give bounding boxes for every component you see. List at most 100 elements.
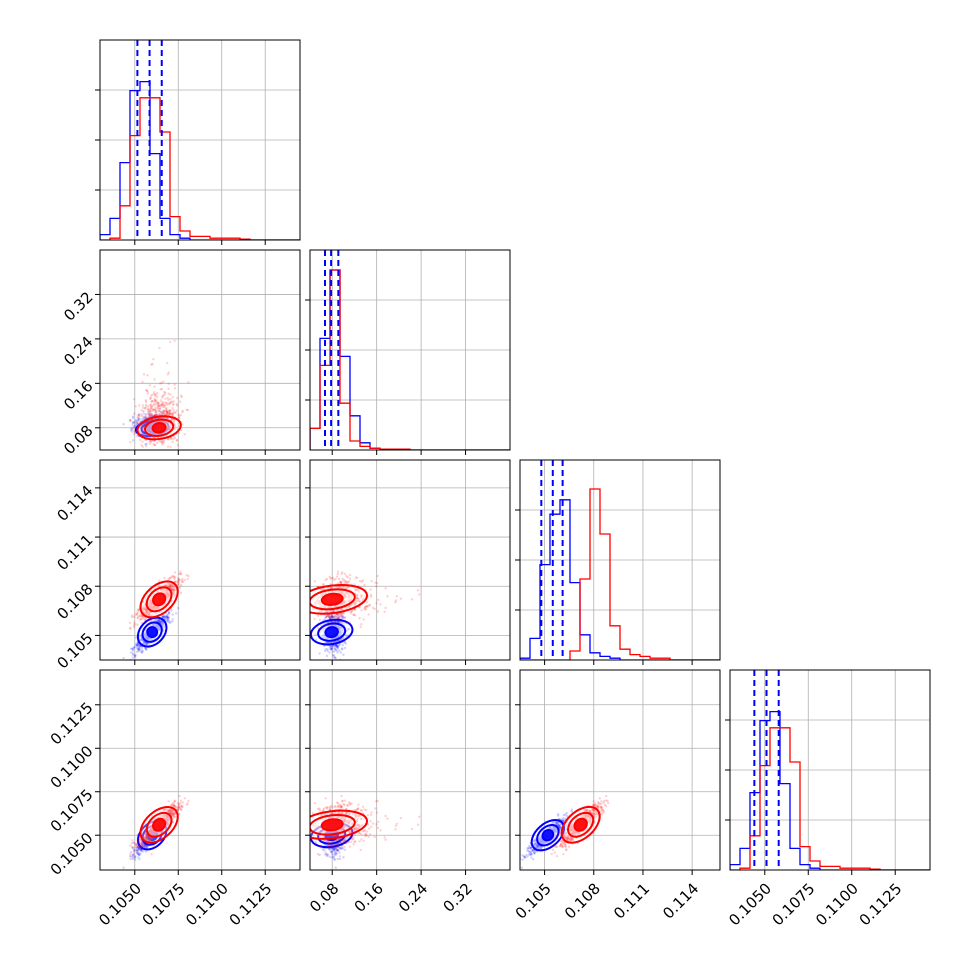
red-sample-point (167, 382, 170, 386)
blue-sample-point (154, 618, 157, 622)
blue-sample-point (146, 635, 149, 639)
red-sample-point (145, 390, 149, 393)
red-sample-point (340, 613, 343, 617)
red-sample-point (330, 590, 333, 593)
blue-sample-point (334, 645, 338, 648)
red-sample-point (334, 590, 338, 593)
blue-sample-point (142, 641, 145, 644)
red-sample-point (168, 409, 171, 413)
red-sample-point (150, 605, 153, 608)
red-sample-point (342, 594, 346, 597)
red-sample-point (171, 587, 174, 591)
red-sample-point (170, 575, 173, 578)
blue-sample-point (158, 627, 161, 631)
red-sample-point (312, 607, 315, 611)
red-sample-point (173, 383, 176, 386)
red-sample-point (164, 590, 167, 593)
panel-content (122, 339, 190, 449)
red-sample-point (173, 571, 177, 574)
blue-sample-point (167, 620, 170, 623)
red-sample-point (158, 440, 161, 443)
blue-sample-point (144, 633, 147, 636)
red-sample-point (153, 605, 156, 608)
red-sample-point (335, 575, 339, 578)
red-sample-point (325, 577, 329, 581)
blue-sample-point (140, 849, 143, 852)
red-sample-point (147, 612, 151, 615)
red-sample-point (172, 585, 175, 589)
blue-sample-point (147, 636, 150, 640)
blue-sample-point (131, 648, 135, 651)
red-sample-point (129, 627, 132, 630)
red-sample-point (339, 581, 342, 584)
blue-sample-point (145, 838, 148, 841)
blue-sample-point (136, 434, 139, 438)
red-sample-point (363, 584, 366, 587)
panel-content (520, 460, 720, 660)
red-sample-point (363, 605, 367, 609)
red-sample-point (369, 588, 372, 591)
red-sample-point (146, 408, 149, 412)
red-sample-point (350, 597, 354, 601)
red-sample-point (340, 608, 344, 611)
blue-sample-point (143, 635, 147, 638)
blue-sample-point (138, 645, 141, 649)
red-sample-point (170, 412, 173, 415)
red-sample-point (165, 584, 168, 587)
red-sample-point (169, 445, 172, 449)
blue-sample-point (337, 635, 340, 638)
red-sample-point (154, 607, 158, 610)
red-sample-point (370, 595, 373, 598)
red-sample-point (180, 395, 183, 399)
red-sample-point (171, 574, 175, 578)
red-sample-point (164, 391, 167, 394)
red-sample-point (327, 590, 331, 594)
red-sample-point (140, 427, 143, 430)
red-sample-point (356, 596, 359, 600)
red-sample-point (348, 573, 352, 577)
red-sample-point (331, 609, 334, 612)
blue-sample-point (145, 637, 148, 640)
red-sample-point (161, 403, 164, 406)
red-sample-point (171, 585, 175, 588)
red-sample-point (134, 613, 137, 617)
red-sample-point (364, 607, 368, 611)
red-sample-point (327, 605, 331, 608)
blue-sample-point (157, 832, 160, 835)
red-sample-point (343, 593, 346, 597)
red-sample-point (146, 374, 149, 377)
red-sample-point (356, 588, 359, 591)
red-sample-point (171, 407, 174, 410)
red-sample-point (169, 585, 172, 588)
red-sample-point (163, 588, 166, 591)
red-sample-point (347, 596, 351, 599)
red-sample-point (154, 394, 157, 398)
blue-sample-point (131, 647, 134, 650)
blue-sample-point (138, 417, 141, 421)
red-sample-point (323, 591, 327, 595)
red-sample-point (324, 624, 327, 627)
blue-sample-point (153, 623, 156, 626)
red-sample-point (180, 584, 183, 587)
red-sample-point (181, 577, 184, 581)
blue-sample-point (340, 626, 343, 629)
red-sample-point (157, 407, 160, 411)
blue-sample-point (137, 644, 141, 647)
red-sample-point (168, 582, 171, 586)
red-sample-point (172, 585, 176, 589)
blue-sample-point (333, 645, 336, 649)
red-sample-point (340, 607, 343, 611)
red-sample-point (342, 579, 345, 582)
blue-sample-point (336, 646, 339, 649)
blue-sample-point (141, 639, 145, 643)
red-sample-point (150, 393, 154, 397)
blue-sample-point (135, 850, 138, 853)
red-sample-point (165, 421, 168, 424)
red-sample-point (153, 443, 156, 447)
panel-frame (99, 39, 301, 241)
red-sample-point (340, 581, 343, 584)
blue-sample-point (143, 835, 146, 839)
red-sample-point (342, 586, 345, 589)
red-sample-point (167, 595, 170, 598)
red-sample-point (341, 592, 345, 595)
